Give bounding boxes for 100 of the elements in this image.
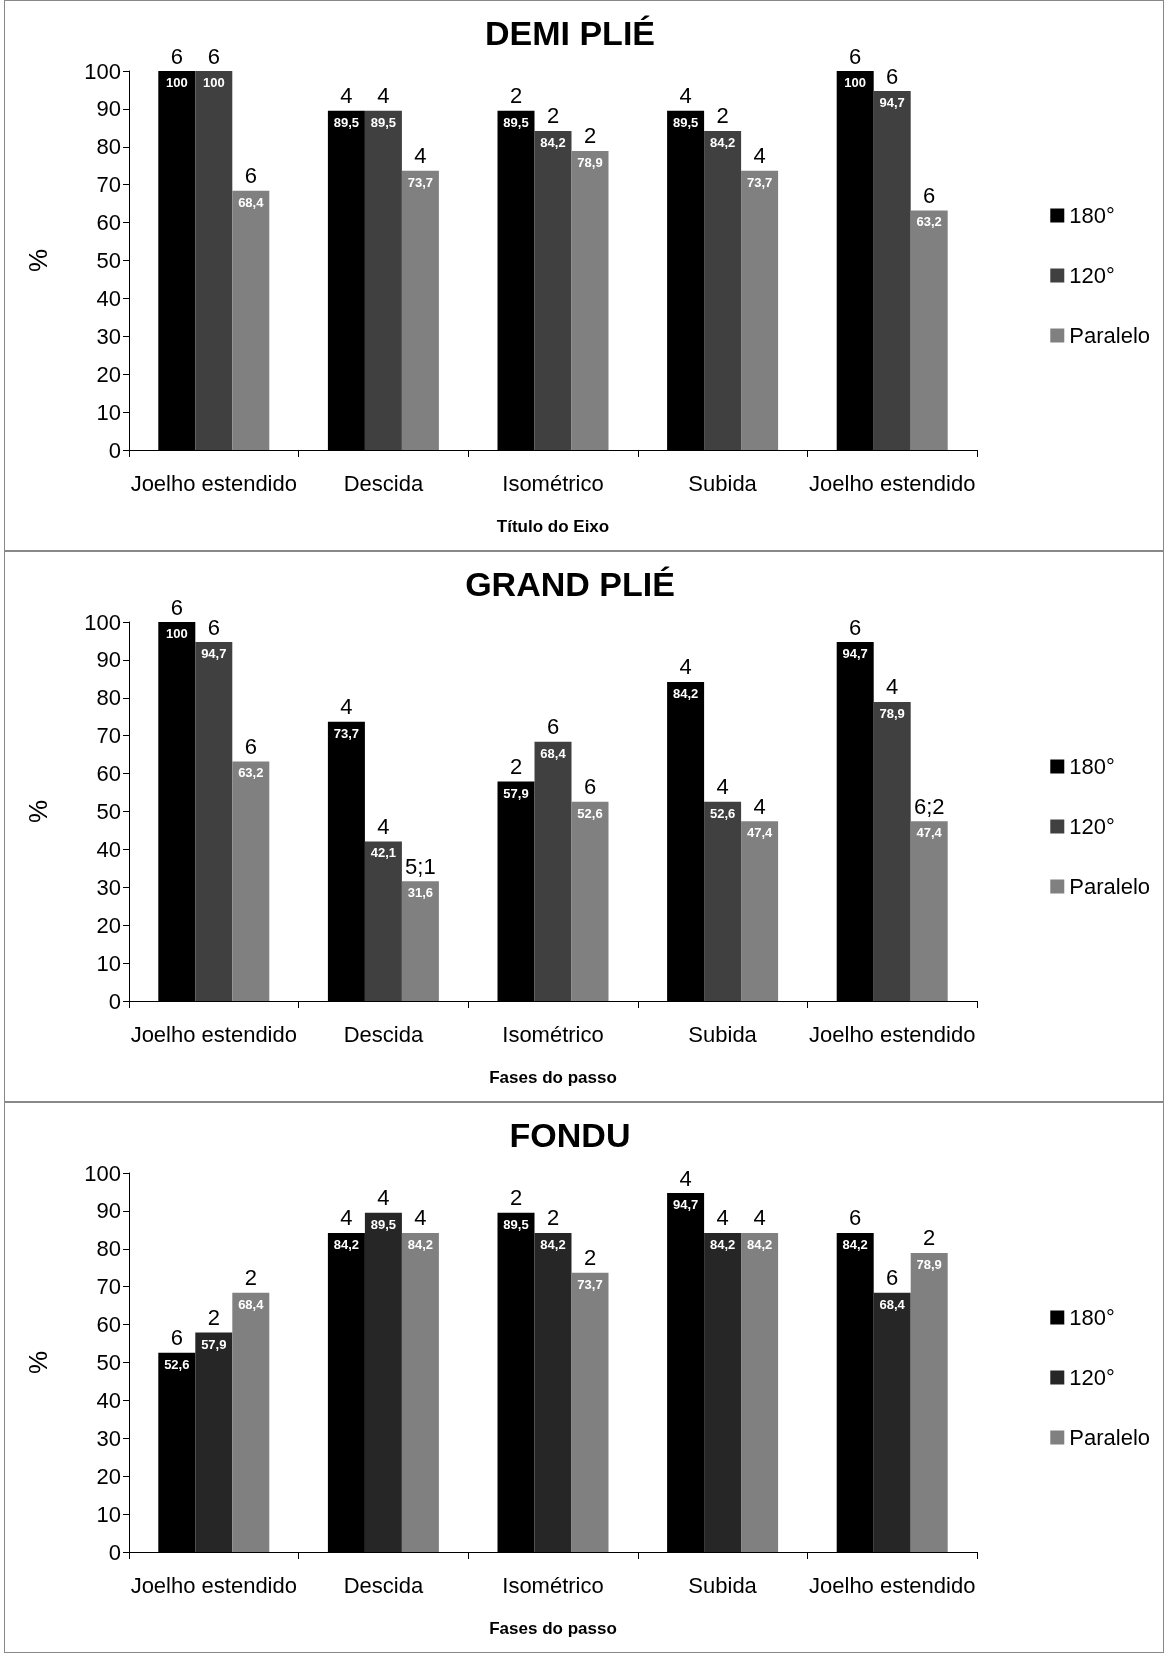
data-label: 73,7 bbox=[577, 1276, 603, 1292]
bar bbox=[873, 1292, 911, 1552]
annotation: 4 bbox=[414, 143, 427, 169]
legend-label: 120° bbox=[1069, 814, 1115, 839]
y-tick-label: 0 bbox=[108, 1539, 121, 1565]
bar bbox=[195, 1332, 233, 1552]
annotation: 4 bbox=[753, 143, 766, 169]
data-label: 47,4 bbox=[916, 825, 943, 841]
annotation: 5;1 bbox=[405, 853, 436, 879]
data-label: 84,2 bbox=[746, 1236, 773, 1252]
y-tick-label: 70 bbox=[96, 1274, 121, 1300]
y-tick-label: 80 bbox=[96, 685, 121, 711]
y-axis-title: % bbox=[23, 248, 53, 273]
data-label: 94,7 bbox=[201, 646, 227, 662]
annotation: 2 bbox=[583, 1245, 597, 1271]
annotation: 4 bbox=[340, 1205, 353, 1231]
annotation: 6 bbox=[207, 614, 220, 640]
y-tick-label: 10 bbox=[96, 399, 121, 425]
data-label: 73,7 bbox=[333, 725, 360, 741]
data-label: 84,2 bbox=[333, 1236, 360, 1252]
annotation: 6 bbox=[886, 63, 899, 89]
x-axis-title: Fases do passo bbox=[489, 1068, 617, 1087]
x-tick-label: Descida bbox=[343, 1021, 424, 1047]
y-tick-label: 30 bbox=[96, 323, 121, 349]
data-label: 100 bbox=[165, 626, 188, 641]
annotation: 4 bbox=[679, 83, 692, 109]
bar bbox=[534, 130, 572, 450]
data-label: 89,5 bbox=[333, 114, 360, 130]
annotation: 6 bbox=[546, 714, 560, 740]
y-tick-label: 50 bbox=[96, 248, 121, 273]
y-tick-label: 40 bbox=[96, 285, 121, 311]
bar bbox=[571, 150, 609, 450]
bar bbox=[571, 1272, 609, 1552]
data-label: 57,9 bbox=[201, 1336, 227, 1352]
annotation: 4 bbox=[753, 793, 766, 819]
bar bbox=[910, 1252, 948, 1552]
annotation: 4 bbox=[716, 774, 729, 800]
y-tick-label: 20 bbox=[96, 912, 121, 938]
bar bbox=[741, 1232, 779, 1552]
y-tick-label: 40 bbox=[96, 1387, 121, 1413]
annotation: 2 bbox=[509, 1185, 523, 1211]
data-label: 100 bbox=[202, 75, 225, 90]
data-label: 52,6 bbox=[164, 1356, 190, 1372]
y-tick-label: 60 bbox=[96, 761, 121, 787]
annotation: 2 bbox=[546, 103, 560, 129]
annotation: 6 bbox=[244, 733, 257, 759]
x-tick-label: Joelho estendido bbox=[809, 1021, 976, 1047]
data-label: 89,5 bbox=[503, 1216, 529, 1232]
y-tick-label: 100 bbox=[84, 1160, 121, 1186]
data-label: 94,7 bbox=[672, 1197, 699, 1213]
data-label: 78,9 bbox=[577, 154, 603, 170]
annotation: 2 bbox=[207, 1305, 220, 1331]
y-tick-label: 80 bbox=[96, 1236, 121, 1262]
y-axis-title: % bbox=[23, 1350, 53, 1375]
data-label: 100 bbox=[844, 75, 867, 90]
x-tick-label: Descida bbox=[343, 470, 424, 496]
y-tick-label: 100 bbox=[84, 58, 121, 84]
annotation: 4 bbox=[377, 83, 390, 109]
legend-label: 120° bbox=[1069, 263, 1115, 288]
data-label: 57,9 bbox=[503, 785, 529, 801]
y-tick-label: 90 bbox=[96, 96, 121, 122]
data-label: 68,4 bbox=[879, 1296, 906, 1312]
bar bbox=[910, 210, 948, 450]
y-tick-label: 20 bbox=[96, 1463, 121, 1489]
data-label: 84,2 bbox=[540, 1236, 566, 1252]
chart-title: FONDU bbox=[509, 1116, 631, 1154]
text: 6 bbox=[207, 43, 220, 69]
data-label: 84,2 bbox=[672, 685, 699, 701]
chart-title: GRAND PLIÉ bbox=[465, 565, 675, 603]
chart-title: DEMI PLIÉ bbox=[484, 14, 656, 52]
x-tick-label: Isométrico bbox=[502, 1572, 604, 1598]
x-tick-label: Joelho estendido bbox=[130, 1572, 297, 1598]
bar bbox=[741, 821, 779, 1001]
annotation: 2 bbox=[716, 103, 729, 129]
bar bbox=[401, 881, 439, 1001]
data-label: 73,7 bbox=[407, 174, 434, 190]
bar bbox=[534, 1232, 572, 1552]
y-tick-label: 80 bbox=[96, 134, 121, 160]
x-tick-label: Isométrico bbox=[502, 1021, 604, 1047]
bar bbox=[232, 190, 270, 450]
data-label: 84,2 bbox=[709, 134, 736, 150]
bar bbox=[401, 1232, 439, 1552]
annotation: 4 bbox=[340, 694, 353, 720]
bar bbox=[364, 841, 402, 1001]
legend-label: 180° bbox=[1069, 203, 1115, 228]
data-label: 31,6 bbox=[407, 885, 434, 901]
x-axis-title: Fases do passo bbox=[489, 1619, 617, 1638]
x-tick-label: Isométrico bbox=[502, 470, 604, 496]
text: 6 bbox=[170, 594, 183, 620]
x-tick-label: Descida bbox=[343, 1572, 424, 1598]
y-tick-label: 10 bbox=[96, 1501, 121, 1527]
data-label: 84,2 bbox=[709, 1236, 736, 1252]
annotation: 4 bbox=[414, 1205, 427, 1231]
y-tick-label: 30 bbox=[96, 874, 121, 900]
annotation: 4 bbox=[679, 654, 692, 680]
annotation: 6 bbox=[849, 1205, 862, 1231]
bar bbox=[873, 91, 911, 450]
annotation: 4 bbox=[679, 1165, 692, 1191]
annotation: 6 bbox=[849, 614, 862, 640]
bar bbox=[704, 801, 742, 1001]
